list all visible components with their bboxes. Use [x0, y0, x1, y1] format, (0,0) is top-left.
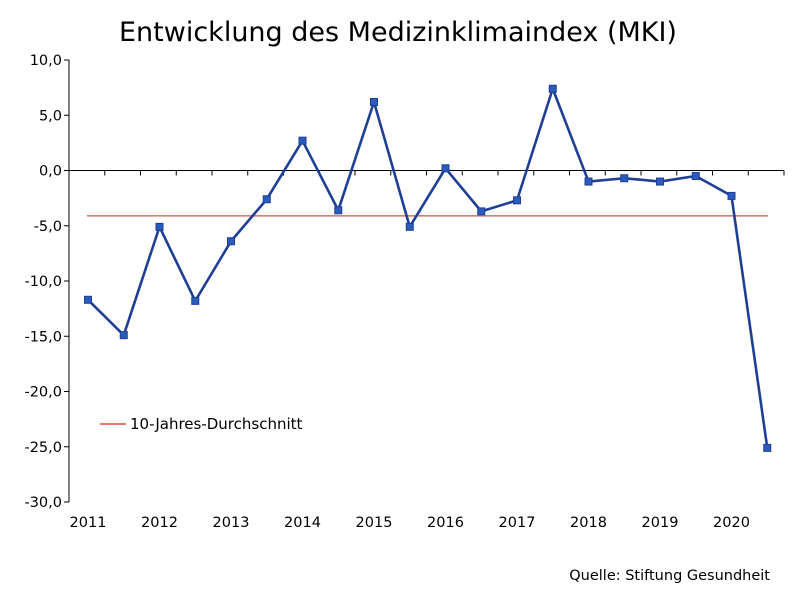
data-point	[262, 195, 271, 204]
x-tick-label: 2019	[642, 515, 679, 531]
y-tick-label: -10,0	[24, 274, 62, 290]
data-point	[548, 84, 557, 93]
data-point	[584, 177, 593, 186]
y-tick-label: 10,0	[30, 53, 62, 69]
data-point	[620, 174, 629, 183]
x-tick-label: 2015	[356, 515, 393, 531]
data-point	[370, 97, 378, 106]
x-tick-label: 2014	[284, 515, 321, 531]
legend: 10-Jahres-Durchschnitt	[100, 415, 303, 433]
data-point	[334, 206, 343, 215]
y-tick-label: -5,0	[34, 219, 62, 235]
data-point	[191, 296, 200, 305]
data-point	[227, 237, 235, 246]
data-point	[155, 222, 164, 231]
y-tick-label: -30,0	[24, 495, 62, 511]
y-tick-label: -15,0	[24, 329, 62, 345]
data-point	[477, 207, 486, 216]
x-tick-label: 2011	[70, 515, 107, 531]
data-point	[513, 196, 521, 205]
source-note: Quelle: Stiftung Gesundheit	[569, 568, 770, 584]
data-point	[298, 136, 307, 145]
y-tick-label: -25,0	[24, 440, 62, 456]
data-point	[763, 443, 772, 452]
x-tick-label: 2017	[499, 515, 536, 531]
data-point	[84, 295, 92, 304]
axes: 10,0 5,0 0,0 -5,0 -10,0 -15,0 -20,0 -25,0 -30,0 2…	[24, 53, 785, 531]
x-tick-label: 2016	[427, 515, 464, 531]
data-point	[119, 331, 128, 340]
y-tick-label: -20,0	[24, 385, 62, 401]
data-point	[405, 222, 414, 231]
y-tick-label: 5,0	[39, 108, 62, 124]
series-group	[84, 84, 772, 452]
data-point	[656, 177, 664, 186]
data-point	[441, 164, 450, 173]
x-tick-label: 2013	[213, 515, 250, 531]
series-line	[87, 87, 769, 449]
x-tick-label: 2018	[570, 515, 607, 531]
legend-label-reference: 10-Jahres-Durchschnitt	[130, 415, 303, 433]
data-point	[727, 191, 736, 200]
y-tick-label: 0,0	[39, 164, 62, 180]
x-tick-label: 2012	[141, 515, 178, 531]
chart-title: Entwicklung des Medizinklimaindex (MKI)	[119, 17, 677, 48]
x-tick-label: 2020	[713, 515, 750, 531]
data-point	[691, 172, 700, 181]
